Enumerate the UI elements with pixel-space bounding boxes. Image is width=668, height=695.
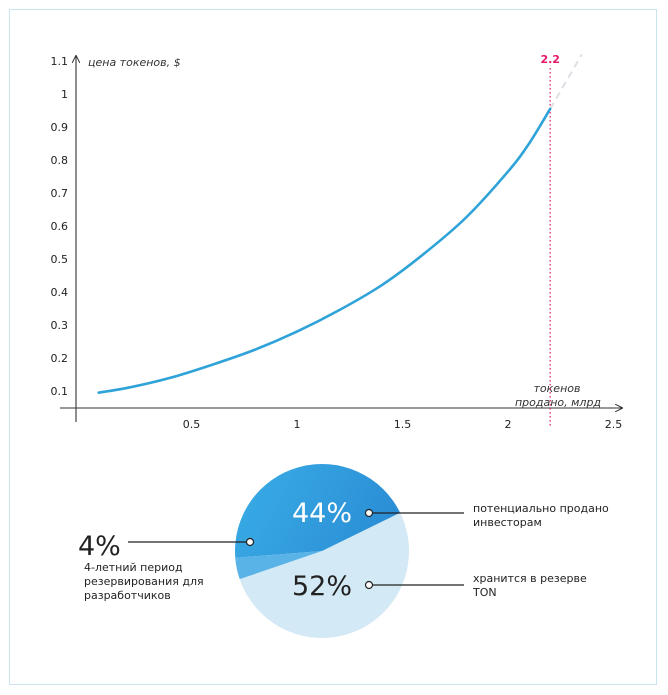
pie-label-4: 4% bbox=[78, 531, 121, 562]
chart-frame bbox=[9, 9, 657, 685]
y-tick-label: 0.3 bbox=[51, 319, 69, 332]
y-tick-label: 0.6 bbox=[51, 220, 69, 233]
x-tick-label: 2 bbox=[505, 418, 512, 431]
y-axis-label: цена токенов, $ bbox=[88, 56, 181, 69]
y-tick-label: 0.5 bbox=[51, 253, 69, 266]
y-tick-label: 0.7 bbox=[51, 187, 69, 200]
extrapolation-line bbox=[549, 53, 583, 110]
y-tick-label: 0.1 bbox=[51, 385, 69, 398]
x-axis-label-line-2: продано, млрд bbox=[515, 396, 601, 409]
x-tick-label: 1 bbox=[294, 418, 301, 431]
pie-label-52: 52% bbox=[292, 571, 352, 602]
y-tick-label: 1.1 bbox=[51, 55, 69, 68]
annotation-44-line-1: потенциально продано bbox=[473, 502, 609, 515]
pie-slice-4 bbox=[235, 551, 322, 580]
pie-label-44: 44% bbox=[292, 498, 352, 529]
callout-44 bbox=[364, 508, 464, 518]
y-tick-label: 0.9 bbox=[51, 121, 69, 134]
annotation-4-line-3: разработчиков bbox=[84, 589, 171, 602]
price-curve bbox=[97, 107, 552, 394]
x-tick-label: 2.5 bbox=[605, 418, 623, 431]
callout-52 bbox=[364, 580, 464, 590]
annotation-4-line-1: 4-летний период bbox=[84, 561, 183, 574]
annotation-52-line-2: TON bbox=[472, 586, 497, 599]
pie-slice-52 bbox=[239, 512, 410, 638]
pie-slice-44 bbox=[234, 464, 401, 558]
y-tick-label: 0.4 bbox=[51, 286, 69, 299]
annotation-44-line-2: инвесторам bbox=[473, 516, 542, 529]
x-tick-label: 1.5 bbox=[394, 418, 412, 431]
x-tick-label: 0.5 bbox=[183, 418, 201, 431]
annotation-4-line-2: резервирования для bbox=[84, 575, 204, 588]
y-tick-label: 0.2 bbox=[51, 352, 69, 365]
y-tick-label: 1 bbox=[61, 88, 68, 101]
callout-4 bbox=[128, 537, 255, 547]
x-axis-label-line-1: токенов bbox=[534, 382, 581, 395]
marker-label: 2.2 bbox=[540, 53, 560, 66]
y-tick-label: 0.8 bbox=[51, 154, 69, 167]
pie-chart bbox=[234, 464, 410, 638]
tick-labels: 0.1 0.2 0.3 0.4 0.5 0.6 0.7 0.8 0.9 1 1.1 0.5 1 1.5 2 2… bbox=[51, 55, 623, 431]
annotation-52-line-1: хранится в резерве bbox=[473, 572, 587, 585]
